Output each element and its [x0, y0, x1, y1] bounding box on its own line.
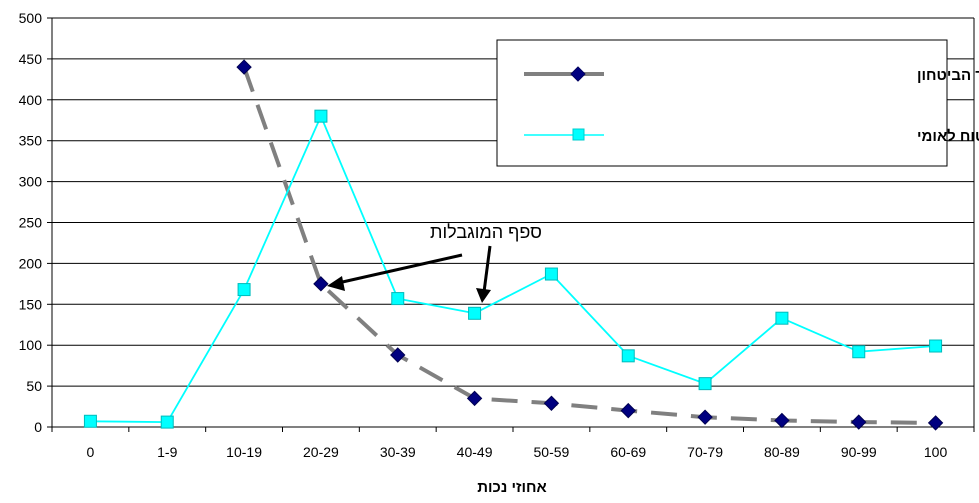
legend-label-series-2: סה"כ בקבצי המוסד לביטוח לאומי: [917, 128, 979, 145]
x-tick-label-1: 1-9: [157, 444, 177, 460]
y-tick-label-8: 400: [19, 92, 43, 108]
data-point-series-2-90-99: [852, 345, 866, 359]
y-tick-label-9: 450: [19, 51, 43, 67]
data-point-series-1-20-29: [313, 276, 329, 292]
series-line-2: [90, 115, 936, 423]
annotation: ספף המוגבלות: [327, 222, 542, 303]
data-point-series-1-70-79: [697, 409, 713, 425]
legend-marker-series-1: [570, 66, 586, 82]
x-tick-label-8: 70-79: [687, 444, 723, 460]
data-point-series-2-40-49: [468, 306, 482, 320]
legend: אגף השיקום של משרד הביטחון סה"כ בקבצי המ…: [496, 39, 979, 167]
data-point-series-1-100: [927, 415, 944, 431]
data-point-series-2-0: [83, 414, 97, 428]
data-point-series-1-80-89: [774, 412, 790, 429]
y-tick-label-1: 50: [26, 378, 42, 394]
x-tick-label-6: 50-59: [534, 444, 570, 460]
series: [83, 59, 944, 431]
x-tick-labels: 0 1-9 10-19 20-29 30-39 40-49 50-59 60-69 70-79 8…: [87, 444, 948, 460]
x-axis-title: אחוזי נכות: [477, 479, 547, 496]
x-tick-label-11: 100: [924, 444, 948, 460]
annotation-label: ספף המוגבלות: [430, 222, 542, 242]
data-point-series-2-30-39: [391, 292, 405, 306]
data-point-series-2-10-19: [237, 283, 251, 297]
x-tick-label-9: 80-89: [764, 444, 800, 460]
x-tick-label-2: 10-19: [226, 444, 262, 460]
data-point-series-2-100: [929, 339, 943, 353]
x-tick-label-4: 30-39: [380, 444, 416, 460]
y-tick-label-7: 350: [19, 133, 43, 149]
legend-marker-series-2: [572, 128, 585, 141]
data-point-series-2-70-79: [698, 377, 712, 391]
y-tick-label-6: 300: [19, 174, 43, 190]
x-tick-label-5: 40-49: [457, 444, 493, 460]
x-tick-label-7: 60-69: [610, 444, 646, 460]
legend-box: [496, 39, 948, 167]
legend-label-series-1: אגף השיקום של משרד הביטחון: [917, 67, 979, 84]
data-point-series-2-60-69: [621, 349, 635, 363]
y-tick-label-0: 0: [34, 419, 42, 435]
y-tick-labels: 0 50 100 150 200 250 300 350 400 450 500: [19, 10, 43, 435]
annotation-arrowhead-left: [327, 276, 345, 291]
data-point-series-1-90-99: [851, 414, 867, 430]
data-point-series-1-30-39: [390, 347, 406, 363]
data-point-series-1-60-69: [620, 402, 636, 419]
data-point-series-2-80-89: [775, 311, 789, 325]
axes: [51, 18, 975, 428]
annotation-arrow-right: [482, 245, 492, 293]
data-point-series-1-40-49: [466, 390, 483, 407]
y-tick-label-4: 200: [19, 255, 43, 271]
x-tick-label-3: 20-29: [303, 444, 339, 460]
x-tick-label-0: 0: [87, 444, 95, 460]
data-point-series-2-20-29: [314, 109, 328, 123]
x-tick-label-10: 90-99: [841, 444, 877, 460]
data-point-series-2-1-9: [160, 415, 174, 429]
series-line-1: [242, 66, 936, 425]
y-tick-label-10: 500: [19, 10, 43, 26]
annotation-arrowhead-right: [476, 288, 491, 303]
data-point-series-1-10-19: [236, 59, 252, 75]
y-tick-label-3: 150: [19, 296, 43, 312]
y-tick-label-5: 250: [19, 215, 43, 231]
data-point-series-2-50-59: [544, 267, 558, 281]
y-tick-label-2: 100: [19, 337, 43, 353]
annotation-arrow-left: [337, 253, 463, 285]
data-point-series-1-50-59: [543, 395, 560, 411]
